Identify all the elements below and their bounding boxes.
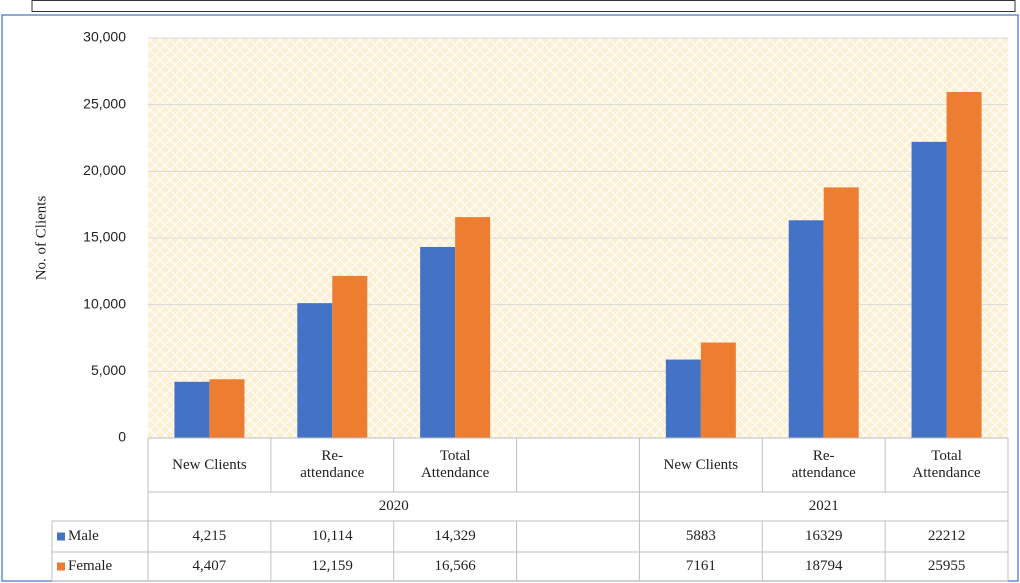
x-tick-label-box: New Clients — [663, 456, 739, 473]
legend-label: Male — [68, 528, 99, 544]
top-frame — [31, 0, 1016, 12]
table-value: 16329 — [805, 528, 843, 544]
legend-key — [57, 562, 65, 571]
table-value: 10,114 — [312, 528, 353, 544]
x-tick-label-box: Total Attendance — [912, 448, 981, 481]
y-tick-label: 30,000 — [83, 29, 126, 45]
y-tick-label: 10,000 — [83, 295, 126, 311]
bar — [788, 220, 824, 438]
table-value: 16,566 — [435, 558, 477, 574]
legend-label: Female — [68, 558, 112, 574]
x-tick-label: New Clients — [172, 456, 247, 473]
bar — [297, 303, 333, 438]
x-tick-label-box: New Clients — [172, 456, 247, 473]
x-tick-label-box: Re- attendance — [300, 448, 365, 481]
x-tick-label-box: Total Attendance — [420, 448, 490, 481]
table-value: 7161 — [686, 558, 716, 574]
bar — [420, 246, 456, 438]
y-tick-label: 15,000 — [83, 229, 126, 245]
x-tick-label: Total Attendance — [912, 448, 981, 481]
x-tick-label: Re- attendance — [300, 448, 365, 481]
bar — [665, 359, 701, 438]
x-tick-label-box: Re- attendance — [791, 448, 856, 481]
group-label: 2020 — [379, 498, 409, 514]
x-tick-label: Re- attendance — [791, 448, 856, 481]
group-label: 2021 — [809, 498, 839, 514]
bar — [823, 187, 859, 438]
table-value: 18794 — [805, 558, 843, 574]
table-value: 4,215 — [193, 528, 227, 544]
y-tick-label: 20,000 — [83, 162, 126, 178]
x-tick-label: Total Attendance — [420, 448, 490, 481]
table-value: 14,329 — [435, 528, 476, 544]
bar — [455, 217, 491, 438]
bar — [911, 141, 947, 438]
x-tick-label: New Clients — [663, 456, 739, 473]
legend-key — [57, 532, 65, 541]
table-value: 4,407 — [193, 558, 227, 574]
bar — [332, 275, 368, 438]
table-value: 12,159 — [312, 558, 353, 574]
table-value: 25955 — [928, 558, 966, 574]
bar — [174, 381, 210, 438]
bar — [209, 379, 245, 438]
table-value: 22212 — [928, 528, 966, 544]
y-tick-label: 5,000 — [91, 362, 126, 378]
y-tick-label: 25,000 — [83, 95, 126, 111]
bar — [700, 342, 736, 438]
bar — [946, 91, 982, 438]
y-axis-label: No. of Clients — [33, 196, 49, 281]
table-value: 5883 — [686, 528, 716, 544]
y-tick-label: 0 — [118, 429, 126, 445]
